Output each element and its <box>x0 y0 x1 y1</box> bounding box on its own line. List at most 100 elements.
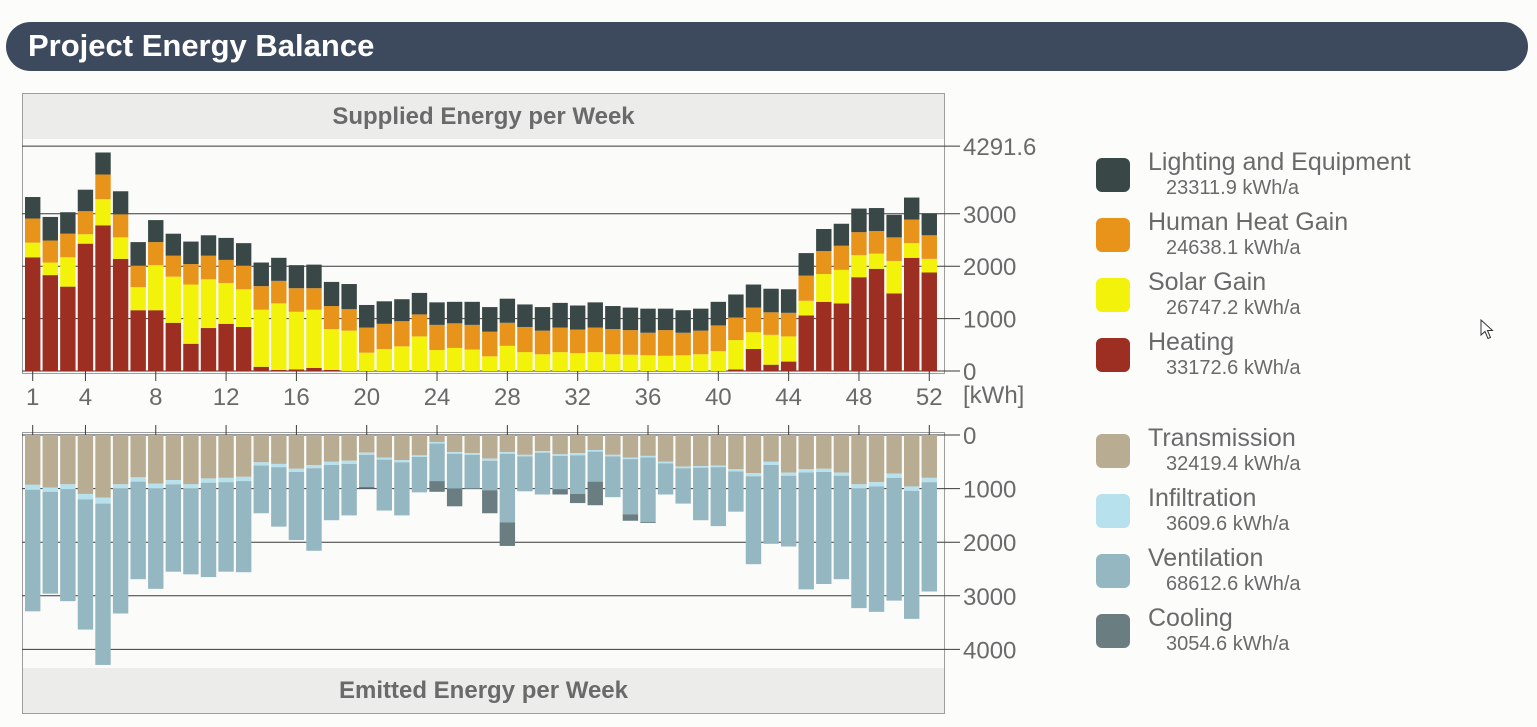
bar-emitted <box>376 457 392 460</box>
legend-swatch <box>1096 338 1130 372</box>
bar-emitted <box>306 468 322 551</box>
bar-supplied <box>200 255 217 280</box>
bar-supplied <box>851 208 867 233</box>
x-tick-label: 12 <box>213 384 240 411</box>
bar-emitted <box>569 455 586 494</box>
bar-supplied <box>499 345 516 371</box>
legend-item-ventilation: Ventilation 68612.6 kWh/a <box>1096 544 1516 606</box>
y-tick-label: 2000 <box>963 254 1016 281</box>
bar-supplied <box>95 174 111 200</box>
bar-supplied <box>148 310 164 371</box>
bar-emitted <box>77 493 94 500</box>
bar-emitted <box>359 435 375 453</box>
y-tick-label: 3000 <box>963 584 1016 611</box>
bar-supplied <box>816 301 832 371</box>
bar-supplied <box>534 354 551 371</box>
bar-emitted <box>200 482 217 578</box>
bar-supplied <box>499 298 516 323</box>
legend-value: 3054.6 kWh/a <box>1166 633 1290 655</box>
bar-emitted <box>569 435 586 454</box>
bar-supplied <box>833 245 850 270</box>
legend-swatch <box>1096 278 1130 312</box>
bar-emitted <box>130 481 146 580</box>
bar-supplied <box>868 268 885 371</box>
bar-supplied <box>763 312 779 335</box>
bar-emitted <box>130 435 146 478</box>
bar-supplied <box>710 325 727 352</box>
bar-emitted <box>148 488 164 589</box>
bar-supplied <box>411 314 428 337</box>
bar-supplied <box>868 253 885 269</box>
bar-supplied <box>95 225 111 371</box>
bar-supplied <box>200 279 217 329</box>
bar-emitted <box>710 435 727 466</box>
bar-supplied <box>183 284 199 344</box>
bar-emitted <box>42 491 58 594</box>
bar-supplied <box>288 265 305 289</box>
bar-supplied <box>130 265 146 288</box>
bar-supplied <box>112 214 129 238</box>
bar-supplied <box>446 347 463 371</box>
bar-emitted <box>411 455 428 457</box>
bar-emitted <box>112 435 129 485</box>
bar-supplied <box>693 308 709 331</box>
bar-supplied <box>464 324 480 350</box>
legend-label: Solar Gain <box>1148 268 1267 296</box>
bar-emitted <box>921 482 937 592</box>
bar-supplied <box>359 304 375 328</box>
bar-supplied <box>77 243 94 371</box>
bar-supplied <box>218 259 234 283</box>
bar-supplied <box>851 255 867 278</box>
y-tick-label: 4000 <box>963 637 1016 664</box>
bar-supplied <box>657 355 674 371</box>
bar-supplied <box>816 251 832 275</box>
bar-supplied <box>218 282 234 324</box>
bar-supplied <box>517 326 533 353</box>
bar-emitted <box>552 435 568 455</box>
bar-emitted <box>833 435 850 473</box>
bar-supplied <box>745 307 762 333</box>
bar-supplied <box>517 352 533 371</box>
bar-supplied <box>780 336 797 362</box>
bar-emitted <box>482 435 498 459</box>
bar-emitted <box>798 469 814 473</box>
bar-supplied <box>622 354 639 371</box>
bar-supplied <box>745 332 762 349</box>
bar-supplied <box>868 231 885 254</box>
bar-supplied <box>605 306 621 330</box>
bar-emitted <box>235 476 252 482</box>
bar-emitted <box>816 435 832 469</box>
bar-supplied <box>42 216 58 241</box>
bar-supplied <box>886 237 902 261</box>
bar-supplied <box>394 299 410 322</box>
x-tick-label: 32 <box>564 384 591 411</box>
bar-emitted <box>552 489 568 495</box>
bar-supplied <box>323 369 340 371</box>
mouse-cursor-icon <box>1480 319 1494 340</box>
bar-supplied <box>359 327 375 353</box>
bar-supplied <box>446 301 463 324</box>
bar-supplied <box>587 327 603 353</box>
bar-emitted <box>376 435 392 458</box>
bar-emitted <box>587 451 603 482</box>
bar-emitted <box>499 435 516 453</box>
x-tick-label: 36 <box>635 384 662 411</box>
bar-supplied <box>728 369 744 371</box>
bar-emitted <box>657 435 674 462</box>
bar-emitted <box>341 435 357 461</box>
bar-supplied <box>112 237 129 259</box>
bar-emitted <box>833 475 850 580</box>
bar-supplied <box>77 211 94 235</box>
bar-supplied <box>25 242 41 258</box>
y-tick-label: 1000 <box>963 477 1016 504</box>
legend-swatch <box>1096 494 1130 528</box>
bar-supplied <box>323 306 340 330</box>
bar-emitted <box>218 482 234 572</box>
bar-emitted <box>482 490 498 514</box>
bar-supplied <box>271 303 287 370</box>
bar-emitted <box>780 435 797 473</box>
bar-emitted <box>464 435 480 454</box>
bar-supplied <box>464 301 480 325</box>
bar-supplied <box>42 240 58 263</box>
bar-supplied <box>763 364 779 371</box>
